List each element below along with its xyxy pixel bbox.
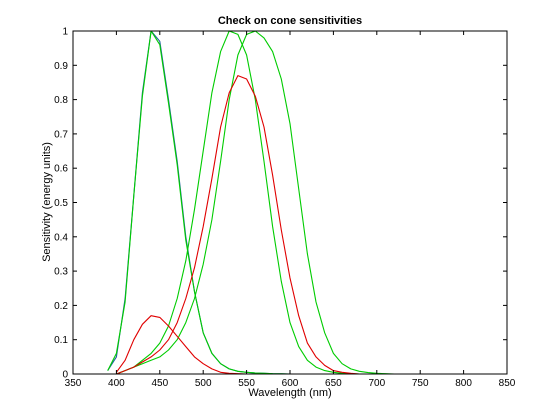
y-tick-label: 1 — [62, 27, 68, 38]
x-tick-label: 650 — [325, 378, 342, 389]
x-tick-label: 350 — [65, 378, 82, 389]
y-tick-label: 0.7 — [54, 129, 68, 140]
x-tick-label: 750 — [412, 378, 429, 389]
x-tick-label: 500 — [195, 378, 212, 389]
x-tick-label: 600 — [282, 378, 299, 389]
x-tick-label: 850 — [499, 378, 516, 389]
y-tick-label: 0.8 — [54, 95, 68, 106]
y-tick-label: 0.2 — [54, 301, 68, 312]
plot-area — [73, 31, 507, 374]
y-tick-label: 0.3 — [54, 267, 68, 278]
tick-layer: 350 400 450 500 550 600 650 700 750 800 850 0 0.1 0.2… — [54, 27, 516, 390]
x-tick-label: 800 — [455, 378, 472, 389]
y-tick-label: 0.9 — [54, 61, 68, 72]
y-tick-label: 0.6 — [54, 164, 68, 175]
x-tick-label: 450 — [151, 378, 168, 389]
y-axis-label: Sensitivity (energy units) — [41, 142, 53, 262]
series-line-4 — [116, 30, 490, 375]
y-tick-label: 0 — [62, 370, 68, 381]
x-tick-label: 700 — [368, 378, 385, 389]
chart-title: Check on cone sensitivities — [218, 15, 362, 27]
y-tick-label: 0.5 — [54, 198, 68, 209]
x-tick-label: 550 — [238, 378, 255, 389]
y-tick-label: 0.4 — [54, 232, 68, 243]
y-tick-label: 0.1 — [54, 335, 68, 346]
x-axis-label: Wavelength (nm) — [248, 387, 331, 399]
x-tick-label: 400 — [108, 378, 125, 389]
